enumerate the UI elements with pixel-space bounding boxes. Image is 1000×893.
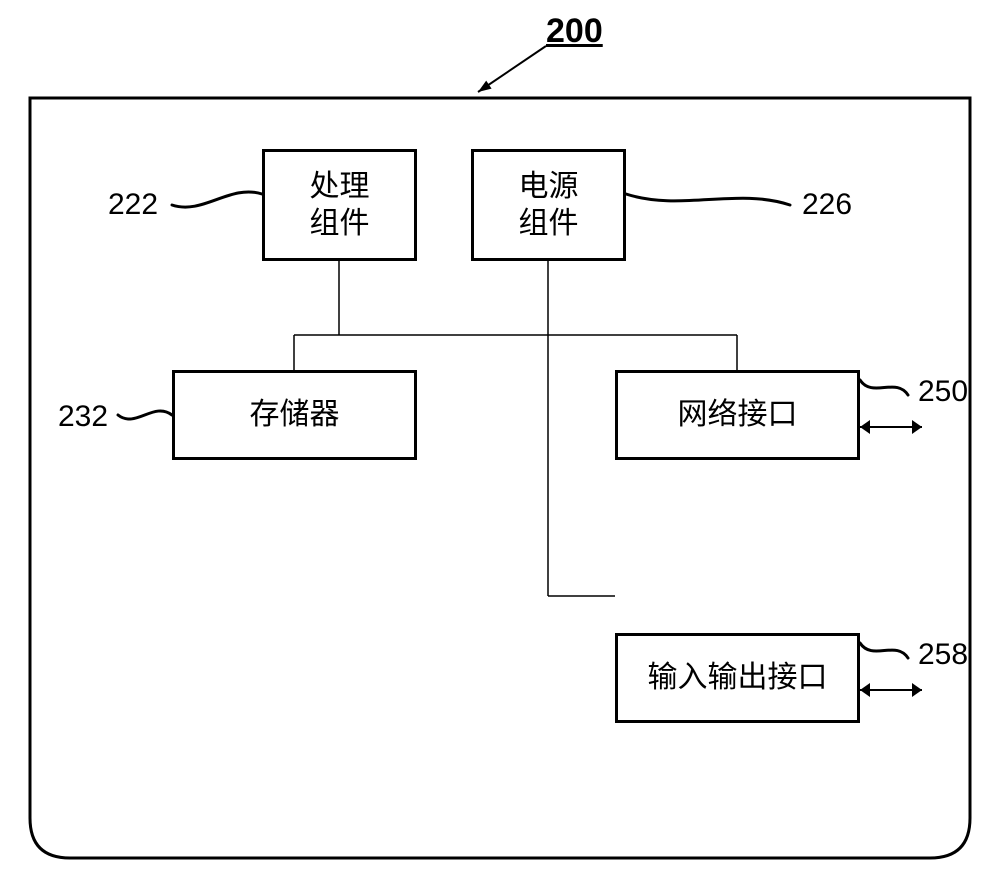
node-memory: 存储器 [172, 370, 417, 460]
node-network-label: 网络接口 [678, 396, 798, 434]
ref-label-222: 222 [108, 188, 158, 222]
node-power: 电源 组件 [471, 149, 626, 261]
ref-label-250: 250 [918, 375, 968, 409]
node-processing-label-2: 组件 [310, 205, 370, 243]
node-power-label-1: 电源 [519, 168, 579, 206]
node-power-label-2: 组件 [519, 205, 579, 243]
node-processing-label-1: 处理 [310, 168, 370, 206]
figure-ref-200: 200 [546, 12, 603, 51]
node-io-label: 输入输出接口 [648, 659, 828, 697]
ref-label-232: 232 [58, 400, 108, 434]
ref-label-226: 226 [802, 188, 852, 222]
ref-label-258: 258 [918, 638, 968, 672]
figure-ref-200-text: 200 [546, 12, 603, 50]
node-io: 输入输出接口 [615, 633, 860, 723]
node-memory-label: 存储器 [250, 396, 340, 434]
node-network: 网络接口 [615, 370, 860, 460]
node-processing: 处理 组件 [262, 149, 417, 261]
